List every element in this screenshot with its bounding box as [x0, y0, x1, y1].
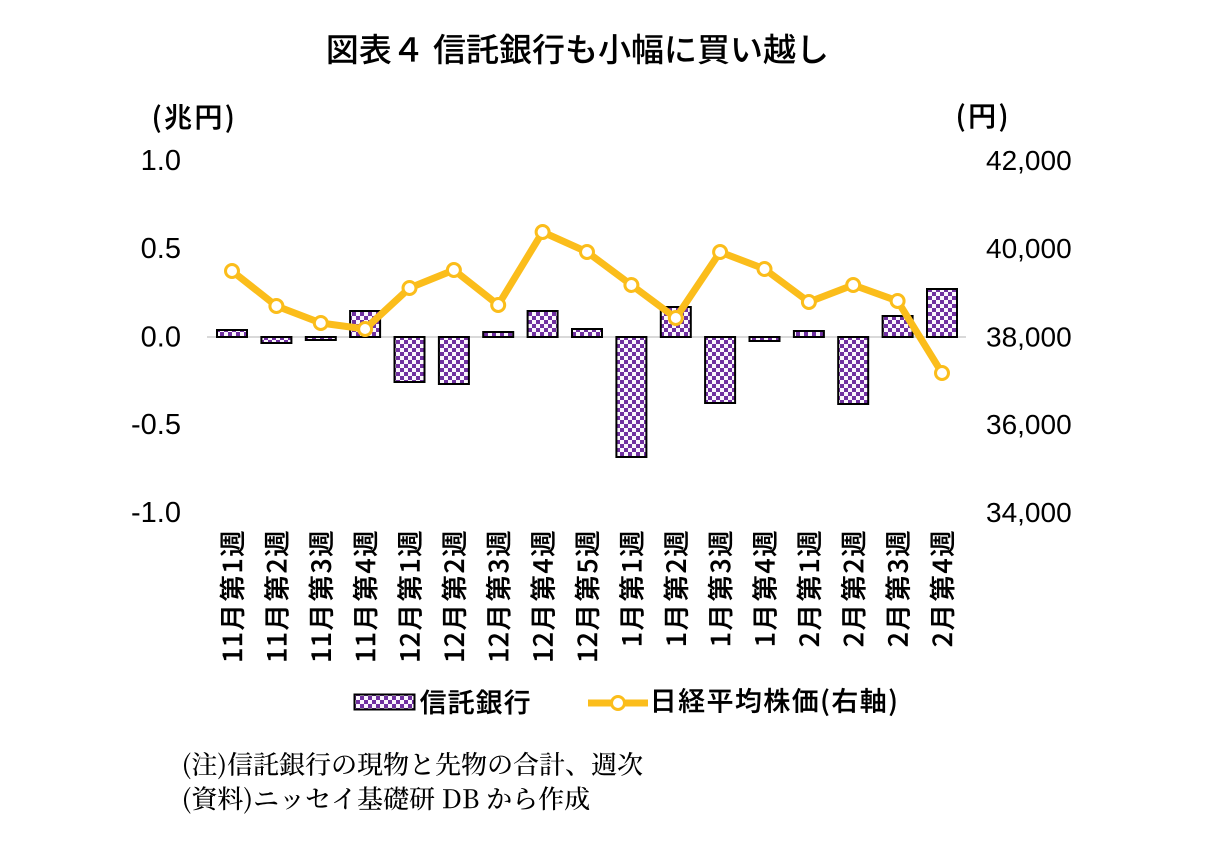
svg-text:38,000: 38,000	[986, 322, 1072, 353]
svg-text:36,000: 36,000	[986, 409, 1072, 440]
svg-text:0.5: 0.5	[141, 233, 181, 265]
svg-text:42,000: 42,000	[986, 145, 1072, 176]
svg-text:-0.5: -0.5	[131, 409, 181, 441]
svg-text:0.0: 0.0	[141, 322, 181, 354]
svg-text:-1.0: -1.0	[131, 497, 181, 529]
svg-text:34,000: 34,000	[986, 497, 1072, 528]
svg-text:40,000: 40,000	[986, 233, 1072, 264]
svg-text:1.0: 1.0	[141, 145, 181, 177]
